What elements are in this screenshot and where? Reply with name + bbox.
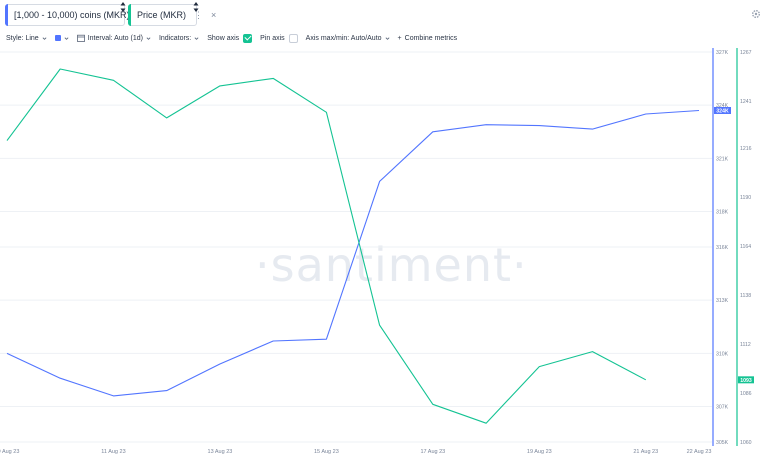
series-color-bar (5, 4, 8, 26)
x-tick-label: 21 Aug 23 (633, 449, 658, 455)
chevron-down-icon (64, 36, 69, 40)
axis-tick-label: 1190 (740, 195, 751, 201)
series-color-bar (128, 4, 131, 26)
axis-tick-label: 310K (716, 351, 729, 357)
holders-series-line (6, 109, 700, 397)
x-tick-label: 15 Aug 23 (314, 449, 339, 455)
line-chart: 327K 324K 321K 318K 316K 313K 310K 307K 305K 1267… (0, 48, 754, 455)
metric-tab-holders[interactable]: [1,000 - 10,000) coins (MKR) ⋮ × (5, 4, 160, 26)
x-tick-label: 09 Aug 23 (0, 449, 19, 455)
drag-handle-icon[interactable] (193, 2, 199, 12)
axis-tick-label: 318K (716, 210, 729, 216)
axis-tick-label: 321K (716, 156, 729, 162)
interval-dropdown[interactable]: Interval: Auto (1d) (76, 34, 151, 42)
axis-tick-label: 327K (716, 50, 729, 56)
axis-tick-label: 1060 (740, 440, 752, 446)
chevron-down-icon (194, 36, 199, 40)
interval-label: Interval: Auto (1d) (87, 34, 143, 42)
axis-tick-label: 1112 (740, 342, 751, 348)
more-options-icon[interactable]: ⋮ (194, 9, 203, 20)
chart-toolbar: Style: Line Interval: Auto (1d) Indicato… (6, 31, 465, 45)
chart-area[interactable]: ·santiment· 327K 324K 321K 318K 316K 313K 310K… (0, 48, 768, 463)
metric-tab-label: Price (MKR) (137, 10, 186, 20)
axis-tick-label: 305K (716, 440, 729, 446)
axis-tick-label: 1241 (740, 99, 752, 105)
series-color-swatch (54, 35, 61, 41)
axis-maxmin-dropdown[interactable]: Axis max/min: Auto/Auto (306, 35, 390, 42)
axis-maxmin-label: Axis max/min: Auto/Auto (305, 34, 382, 42)
price-series-line (6, 68, 647, 424)
indicators-label: Indicators: (158, 34, 192, 42)
close-icon[interactable]: × (211, 10, 217, 20)
axis-tick-label: 316K (716, 245, 729, 251)
settings-icon[interactable] (751, 9, 761, 19)
show-axis-label: Show axis (207, 34, 240, 42)
pin-axis-toggle[interactable]: Pin axis (260, 33, 298, 43)
indicators-dropdown[interactable]: Indicators: (159, 35, 199, 42)
style-dropdown[interactable]: Style: Line (6, 35, 47, 42)
x-tick-label: 19 Aug 23 (527, 449, 552, 455)
show-axis-toggle[interactable]: Show axis (207, 33, 253, 43)
last-value-badge (738, 376, 754, 384)
axis-tick-label: 1216 (740, 146, 752, 152)
axis-tick-label: 324K (716, 103, 729, 109)
axis-tick-label: 307K (716, 405, 729, 411)
axis-tick-label: 1164 (740, 244, 751, 250)
x-tick-label: 13 Aug 23 (208, 449, 233, 455)
metric-tab-price[interactable]: Price (MKR) ⋮ × (128, 4, 216, 26)
chevron-down-icon (146, 36, 151, 40)
last-value-label: 324K (716, 109, 729, 115)
x-tick-label: 17 Aug 23 (420, 449, 445, 455)
show-axis-checkbox[interactable] (243, 33, 253, 43)
metric-tab-label: [1,000 - 10,000) coins (MKR) (14, 10, 130, 20)
plus-icon: + (397, 34, 402, 42)
axis-tick-label: 1267 (740, 50, 752, 56)
axis-tick-label: 1138 (740, 293, 751, 299)
axis-tick-label: 313K (716, 298, 729, 304)
last-value-badge (714, 107, 731, 114)
pin-axis-label: Pin axis (260, 34, 285, 42)
chevron-down-icon (42, 36, 47, 40)
pin-axis-checkbox[interactable] (288, 33, 298, 43)
last-value-label: 1093 (740, 378, 752, 384)
x-tick-label: 22 Aug 23 (687, 449, 712, 455)
color-picker[interactable] (54, 35, 69, 41)
chevron-down-icon (385, 36, 390, 40)
combine-metrics-label: Combine metrics (404, 34, 458, 42)
x-tick-label: 11 Aug 23 (101, 449, 125, 455)
drag-handle-icon[interactable] (120, 2, 126, 12)
style-label: Style: Line (6, 34, 39, 42)
combine-metrics-button[interactable]: + Combine metrics (398, 35, 458, 42)
axis-tick-label: 1086 (740, 391, 752, 397)
calendar-icon (76, 34, 85, 42)
